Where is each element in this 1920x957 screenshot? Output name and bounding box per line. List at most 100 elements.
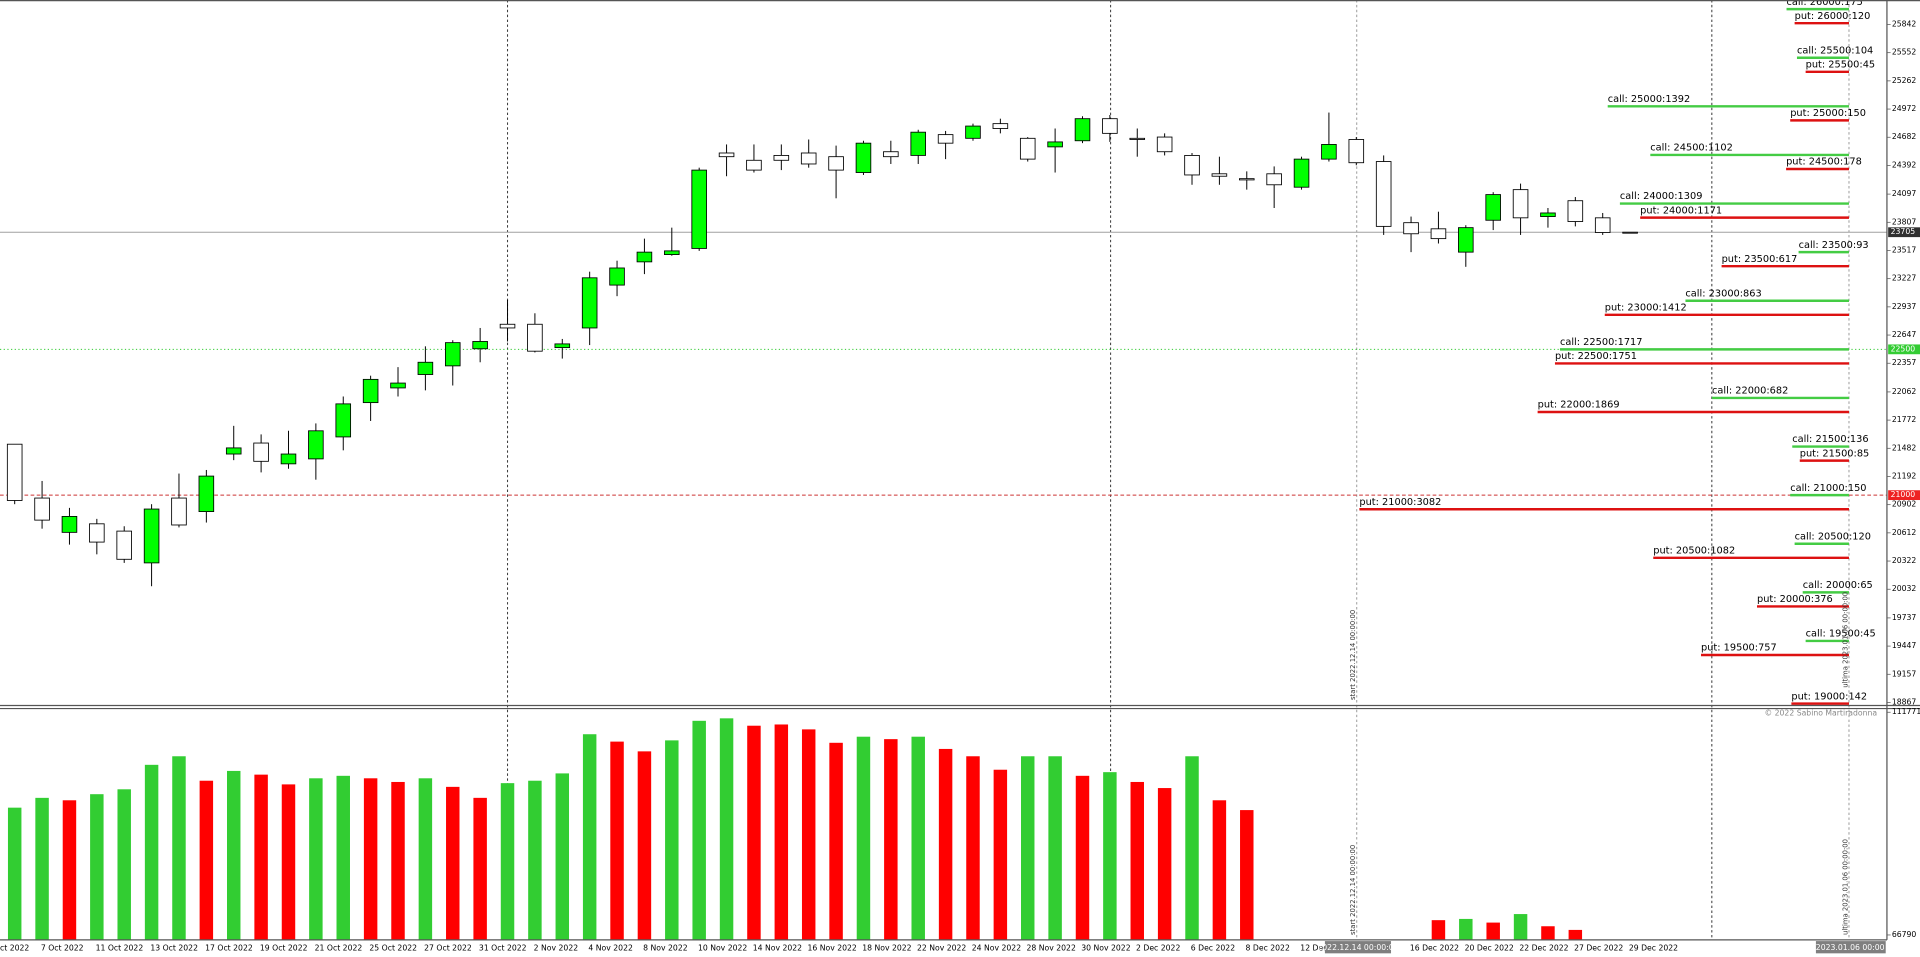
option-label: call: 19500:45 <box>1806 629 1876 640</box>
option-label: call: 22000:682 <box>1712 386 1788 397</box>
level-label-bg <box>1888 227 1920 238</box>
x-tick-label: 29 Dec 2022 <box>1629 943 1678 952</box>
x-tick-label: 19 Oct 2022 <box>260 943 308 952</box>
vertical-notes: start 2022.12.14 00:00:00 start 2022.12.… <box>1349 592 1849 935</box>
y-tick-label: 20612 <box>1892 528 1917 537</box>
candle-body <box>61 515 78 533</box>
option-label: put: 23500:617 <box>1722 254 1798 265</box>
x-tick-label: 31 Oct 2022 <box>479 943 527 952</box>
x-tick-label: 6 Dec 2022 <box>1191 943 1235 952</box>
option-label: call: 25500:104 <box>1797 45 1873 56</box>
volume-bar <box>418 778 433 940</box>
candle-body <box>910 131 926 156</box>
candle-body <box>198 475 215 512</box>
candle-body <box>6 443 23 501</box>
x-tick-label: 22 Nov 2022 <box>917 943 966 952</box>
volume-tick-label: 111771 <box>1892 707 1920 716</box>
end-note: ultima 2023.01.06 00:00:00 <box>1841 839 1849 935</box>
volume-bar <box>226 770 241 940</box>
y-tick-label: 19157 <box>1892 669 1917 678</box>
y-tick-label: 22062 <box>1892 387 1917 396</box>
y-tick-label: 20902 <box>1892 500 1917 509</box>
y-tick-label: 23807 <box>1892 217 1917 226</box>
volume-bar <box>254 774 268 940</box>
option-label: call: 21500:136 <box>1792 434 1868 445</box>
candle-body <box>280 453 297 465</box>
volume-bar <box>884 739 898 940</box>
end-date-label: 2023.01.06 00:00 <box>1816 943 1885 952</box>
candle-body <box>1266 173 1282 186</box>
candle-body <box>1348 139 1365 164</box>
candle-body <box>1567 200 1584 222</box>
volume-bar <box>1103 772 1117 940</box>
y-tick-label: 23227 <box>1892 274 1917 283</box>
candles <box>6 112 1638 587</box>
y-tick-label: 23517 <box>1892 245 1917 254</box>
volume-bar <box>774 724 789 940</box>
candle-body <box>1594 217 1611 233</box>
x-tick-label: 30 Nov 2022 <box>1081 943 1130 952</box>
volume-bar <box>363 778 378 940</box>
x-tick-label: 27 Dec 2022 <box>1574 943 1623 952</box>
candle-body <box>1239 178 1255 181</box>
volume-bar <box>1157 788 1172 940</box>
candle-body <box>828 156 844 171</box>
candle-body <box>1403 222 1419 235</box>
volume-bar <box>1212 800 1227 940</box>
volume-bar <box>911 736 925 940</box>
candle-body <box>1321 144 1337 160</box>
volume-bar <box>747 725 761 940</box>
volume-bar <box>199 780 214 940</box>
y-tick-label: 20032 <box>1892 584 1917 593</box>
volume-bar <box>555 773 570 940</box>
option-label: put: 21500:85 <box>1800 448 1870 459</box>
y-tick-label: 21192 <box>1892 471 1917 480</box>
y-tick-label: 20322 <box>1892 556 1917 565</box>
x-tick-label: 16 Nov 2022 <box>807 943 856 952</box>
option-label: put: 22000:1869 <box>1538 400 1620 411</box>
option-label: put: 24000:1171 <box>1640 205 1722 216</box>
volume-bar <box>582 734 597 940</box>
x-tick-label: 2 Nov 2022 <box>534 943 579 952</box>
date-axis: 7 Oct 2022 11 Oct 2022 13 Oct 2022 17 Oct 2… <box>41 943 1678 952</box>
volume-bar <box>829 742 843 940</box>
volume-bar <box>938 748 953 940</box>
volume-bar <box>1240 810 1254 940</box>
candle-body <box>1074 118 1091 142</box>
candle-body <box>746 159 762 171</box>
volume-bar <box>391 781 405 940</box>
volume-bar <box>7 807 22 940</box>
y-tick-label: 19447 <box>1892 641 1917 650</box>
volume-bar <box>90 794 104 940</box>
option-label: call: 22500:1717 <box>1560 337 1643 348</box>
y-tick-label: 19737 <box>1892 613 1917 622</box>
candle-body <box>143 508 160 564</box>
candle-body <box>1184 154 1200 176</box>
volume-bar <box>117 789 131 940</box>
volume-bars <box>7 718 1583 940</box>
volume-bar <box>62 800 77 940</box>
option-label: put: 25000:150 <box>1790 108 1866 119</box>
x-tick-label: 25 Oct 2022 <box>369 943 417 952</box>
candle-body <box>253 442 269 462</box>
x-tick-label: 17 Oct 2022 <box>205 943 253 952</box>
option-label: put: 21000:3082 <box>1359 497 1441 508</box>
volume-bar <box>1021 756 1035 940</box>
y-tick-label: 21482 <box>1892 443 1917 452</box>
candle-body <box>444 342 461 367</box>
volume-bar <box>144 764 159 940</box>
x-tick-label: 10 Nov 2022 <box>698 943 747 952</box>
level-label-bg <box>1888 344 1920 355</box>
candle-body <box>1293 158 1310 188</box>
volume-bar <box>993 769 1008 940</box>
option-label: put: 22500:1751 <box>1555 351 1637 362</box>
candle-body <box>417 361 434 375</box>
candle-body <box>1129 137 1146 140</box>
x-tick-label: 8 Nov 2022 <box>643 943 688 952</box>
candle-body <box>691 169 707 249</box>
candle-body <box>773 154 790 161</box>
volume-bar <box>801 729 816 940</box>
volume-bar <box>1486 922 1500 940</box>
volume-bar <box>692 720 706 940</box>
candle-body <box>992 123 1009 129</box>
